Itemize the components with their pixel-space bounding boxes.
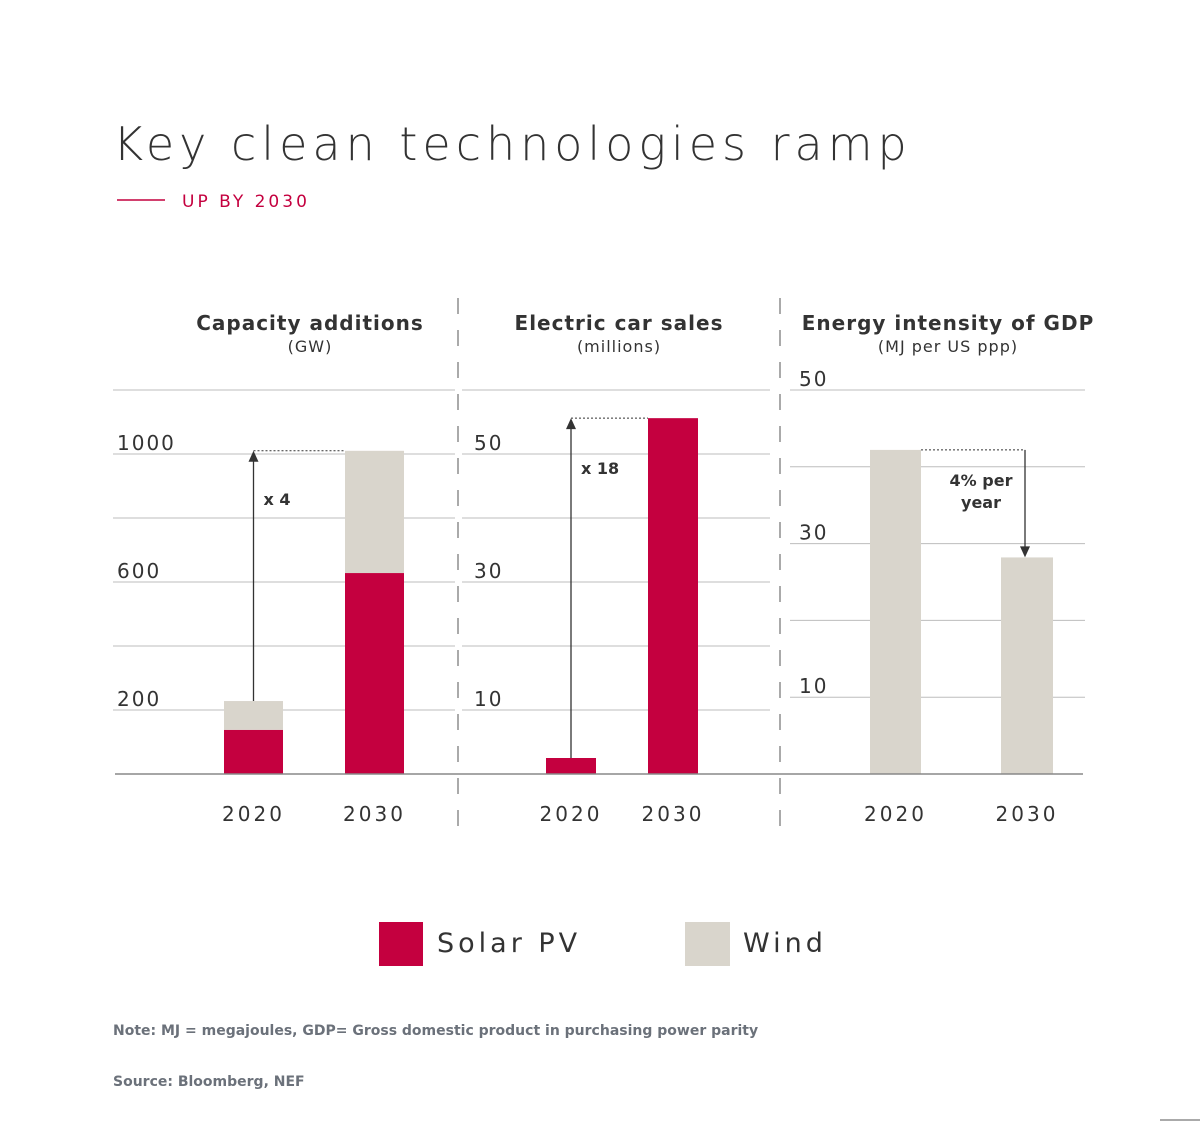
bar-solar-pv-2020 bbox=[224, 729, 283, 774]
bar-wind-2030 bbox=[345, 450, 404, 574]
legend-swatch-wind bbox=[685, 922, 730, 966]
panel-unit: (GW) bbox=[288, 337, 333, 356]
x-tick-label: 2020 bbox=[222, 802, 285, 826]
annotation-label: 4% per bbox=[950, 471, 1013, 490]
source: Source: Bloomberg, NEF bbox=[113, 1074, 305, 1090]
arrow-up-icon bbox=[566, 418, 576, 430]
panel-1: Capacity additions (GW) 200 600 1000 2020 2030… bbox=[113, 311, 455, 826]
panel-unit: (millions) bbox=[577, 337, 661, 356]
panel-unit: (MJ per US ppp) bbox=[878, 337, 1018, 356]
bar-wind-2030 bbox=[1001, 557, 1053, 774]
legend-label-solar: Solar PV bbox=[437, 928, 581, 959]
annotation-label: x 4 bbox=[264, 490, 291, 509]
y-tick-label: 10 bbox=[799, 674, 828, 698]
y-tick-label: 30 bbox=[799, 521, 828, 545]
legend: Solar PV Wind bbox=[379, 922, 827, 966]
x-tick-label: 2030 bbox=[343, 802, 406, 826]
panel-2: Electric car sales (millions) 10 30 50 2020 20… bbox=[462, 311, 770, 826]
annotation-label: year bbox=[961, 493, 1001, 512]
bar-wind-2020 bbox=[870, 449, 921, 774]
bar-solar-pv-2020 bbox=[546, 758, 596, 774]
legend-swatch-solar bbox=[379, 922, 423, 966]
x-tick-label: 2020 bbox=[540, 802, 603, 826]
y-tick-label: 200 bbox=[117, 687, 161, 711]
panel-3: Energy intensity of GDP (MJ per US ppp) 10… bbox=[790, 311, 1095, 826]
chart-title: Key clean technologies ramp bbox=[113, 117, 912, 171]
bar-solar-pv-2030 bbox=[648, 418, 698, 774]
y-tick-label: 600 bbox=[117, 559, 161, 583]
y-tick-label: 50 bbox=[799, 367, 828, 391]
y-tick-label: 10 bbox=[474, 687, 503, 711]
x-tick-label: 2030 bbox=[642, 802, 705, 826]
y-tick-label: 30 bbox=[474, 559, 503, 583]
y-tick-label: 1000 bbox=[117, 431, 176, 455]
bar-solar-pv-2030 bbox=[345, 573, 404, 774]
legend-label-wind: Wind bbox=[743, 928, 827, 959]
x-tick-label: 2020 bbox=[864, 802, 927, 826]
bar-wind-2020 bbox=[224, 701, 283, 730]
annotation-label: x 18 bbox=[581, 459, 619, 478]
x-tick-label: 2030 bbox=[996, 802, 1059, 826]
panels: Capacity additions (GW) 200 600 1000 2020 2030… bbox=[113, 298, 1095, 826]
chart-subtitle: UP BY 2030 bbox=[182, 192, 310, 212]
arrow-down-icon bbox=[1020, 546, 1030, 558]
note: Note: MJ = megajoules, GDP= Gross domest… bbox=[113, 1023, 758, 1039]
panel-title: Energy intensity of GDP bbox=[802, 311, 1095, 335]
panel-title: Capacity additions bbox=[196, 311, 424, 335]
panel-title: Electric car sales bbox=[515, 311, 724, 335]
arrow-up-icon bbox=[248, 450, 259, 462]
y-tick-label: 50 bbox=[474, 431, 503, 455]
